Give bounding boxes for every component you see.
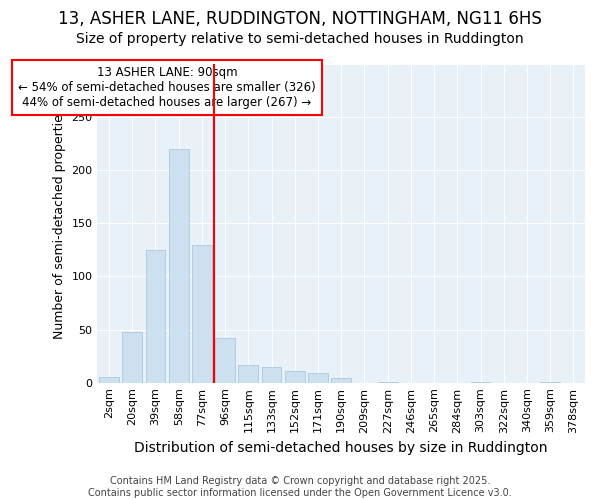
Text: Size of property relative to semi-detached houses in Ruddington: Size of property relative to semi-detach… bbox=[76, 32, 524, 46]
Bar bbox=[331, 378, 351, 382]
Bar bbox=[308, 373, 328, 382]
Bar bbox=[262, 366, 281, 382]
Bar bbox=[169, 149, 188, 382]
X-axis label: Distribution of semi-detached houses by size in Ruddington: Distribution of semi-detached houses by … bbox=[134, 441, 548, 455]
Text: Contains HM Land Registry data © Crown copyright and database right 2025.
Contai: Contains HM Land Registry data © Crown c… bbox=[88, 476, 512, 498]
Text: 13 ASHER LANE: 90sqm
← 54% of semi-detached houses are smaller (326)
44% of semi: 13 ASHER LANE: 90sqm ← 54% of semi-detac… bbox=[18, 66, 316, 109]
Bar bbox=[146, 250, 166, 382]
Bar bbox=[122, 332, 142, 382]
Bar bbox=[238, 364, 258, 382]
Bar bbox=[192, 244, 212, 382]
Bar bbox=[99, 378, 119, 382]
Bar bbox=[215, 338, 235, 382]
Text: 13, ASHER LANE, RUDDINGTON, NOTTINGHAM, NG11 6HS: 13, ASHER LANE, RUDDINGTON, NOTTINGHAM, … bbox=[58, 10, 542, 28]
Y-axis label: Number of semi-detached properties: Number of semi-detached properties bbox=[53, 108, 66, 339]
Bar bbox=[285, 371, 305, 382]
